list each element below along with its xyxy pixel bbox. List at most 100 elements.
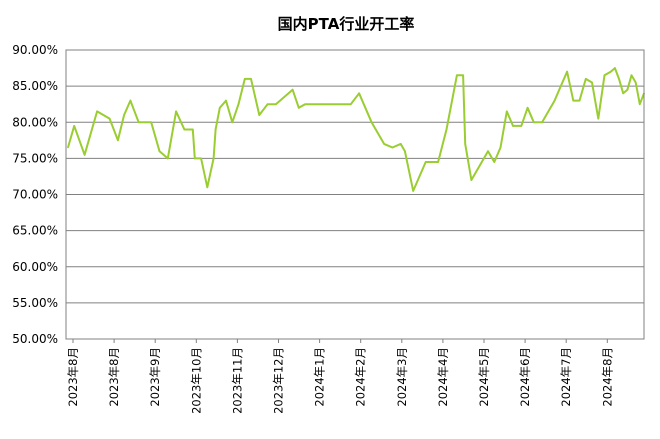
x-tick-label: 2024年5月	[477, 347, 491, 407]
data-point	[572, 99, 575, 102]
data-point	[83, 154, 86, 156]
data-point	[499, 146, 502, 149]
data-point	[200, 157, 202, 160]
data-point	[123, 114, 125, 116]
x-tick-label: 2024年4月	[436, 347, 450, 407]
data-point	[144, 121, 146, 124]
data-point	[183, 128, 186, 131]
data-point	[137, 121, 140, 124]
x-axis-ticks: 2023年8月 2023年8月 2023年9月 2023年10月 2023年11月 202…	[66, 339, 614, 414]
data-point	[320, 103, 323, 105]
data-point	[622, 92, 624, 95]
data-point	[578, 99, 581, 102]
data-point	[526, 107, 529, 109]
data-point	[560, 85, 562, 87]
data-point	[626, 88, 629, 91]
data-point	[618, 78, 620, 80]
data-point	[445, 128, 448, 131]
data-point	[329, 103, 331, 105]
data-point	[412, 190, 415, 192]
y-tick-label: 75.00%	[12, 151, 58, 165]
x-tick-label: 2024年8月	[600, 347, 614, 407]
x-tick-label: 2024年7月	[559, 347, 573, 407]
data-point	[298, 107, 300, 109]
data-point	[462, 74, 464, 77]
data-point	[73, 125, 75, 127]
x-tick-label: 2023年9月	[148, 347, 162, 407]
x-tick-label: 2023年10月	[189, 347, 203, 414]
data-point	[424, 161, 427, 163]
data-point	[533, 121, 535, 124]
data-point	[266, 103, 269, 105]
data-point	[250, 78, 252, 80]
data-point	[437, 161, 439, 163]
y-tick-label: 55.00%	[12, 296, 58, 310]
series-group	[67, 67, 645, 192]
data-point	[291, 88, 294, 91]
data-point	[194, 157, 196, 160]
data-point	[206, 186, 209, 189]
data-point	[541, 121, 543, 124]
data-point	[493, 161, 496, 163]
x-tick-label: 2023年8月	[107, 347, 121, 407]
data-point	[304, 103, 306, 105]
data-point	[404, 150, 406, 152]
data-point	[150, 121, 152, 124]
data-point	[96, 110, 98, 113]
y-tick-label: 80.00%	[12, 115, 58, 129]
data-point	[337, 103, 340, 105]
data-point	[487, 150, 489, 152]
data-point	[597, 117, 600, 120]
data-point	[192, 128, 194, 131]
data-point	[312, 103, 315, 105]
y-tick-label: 65.00%	[12, 224, 58, 238]
data-point	[603, 74, 606, 77]
data-point	[609, 70, 612, 73]
data-point	[225, 99, 227, 102]
data-point	[614, 67, 616, 69]
data-point	[591, 81, 593, 84]
data-point	[358, 92, 360, 95]
x-tick-label: 2023年12月	[272, 347, 286, 414]
data-point	[350, 103, 352, 105]
x-tick-label: 2024年6月	[518, 347, 532, 407]
x-tick-label: 2024年3月	[395, 347, 409, 407]
data-point	[244, 78, 246, 80]
data-point	[634, 81, 637, 84]
chart-title: 国内PTA行业开工率	[278, 15, 415, 33]
data-point	[158, 150, 161, 152]
data-point	[464, 143, 467, 145]
x-tick-label: 2024年2月	[354, 347, 368, 407]
data-point	[391, 146, 394, 149]
data-point	[585, 78, 587, 80]
series-line	[67, 67, 645, 192]
data-point	[258, 114, 261, 116]
data-point	[167, 157, 169, 160]
data-point	[275, 103, 277, 105]
y-axis-ticks: 50.00% 55.00% 60.00% 65.00% 70.00% 75.00% 80.0…	[12, 43, 58, 346]
data-point	[456, 74, 458, 77]
data-point	[639, 103, 641, 105]
data-point	[67, 146, 69, 149]
data-point	[566, 70, 568, 73]
data-point	[237, 103, 240, 105]
data-point	[506, 110, 508, 113]
data-point	[117, 139, 119, 142]
y-tick-label: 60.00%	[12, 260, 58, 274]
x-tick-label: 2023年11月	[230, 347, 244, 414]
data-point	[214, 128, 217, 131]
data-point	[212, 157, 215, 160]
data-point	[370, 121, 373, 124]
y-tick-label: 70.00%	[12, 188, 58, 202]
data-point	[108, 117, 111, 120]
data-point	[478, 164, 481, 167]
plot-area-frame	[65, 49, 645, 340]
data-point	[553, 99, 556, 102]
y-tick-label: 85.00%	[12, 79, 58, 93]
data-point	[630, 74, 633, 77]
data-point	[520, 125, 523, 127]
x-tick-label: 2023年8月	[66, 347, 80, 407]
data-point	[175, 110, 177, 113]
